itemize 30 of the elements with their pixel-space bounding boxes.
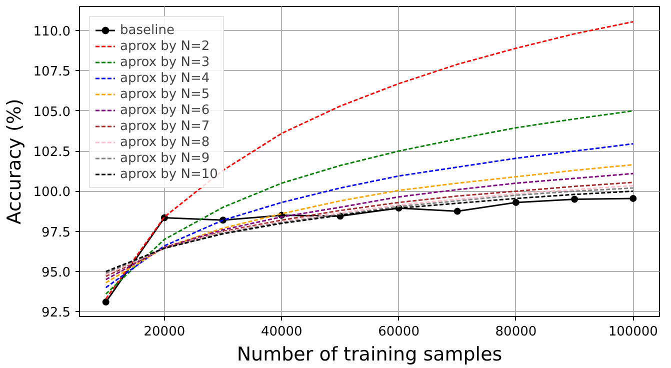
x-tick-label: 100000: [608, 324, 658, 340]
y-tick-label: 107.5: [33, 64, 70, 80]
legend-label: aprox by N=10: [120, 166, 218, 182]
y-tick-label: 102.5: [33, 145, 70, 160]
legend-label: aprox by N=4: [120, 70, 210, 86]
x-axis-title: Number of training samples: [236, 344, 502, 366]
point: [512, 198, 520, 206]
x-tick-label: 40000: [260, 324, 302, 340]
x-tick-label: 60000: [378, 324, 420, 340]
point: [630, 194, 637, 202]
point: [454, 208, 461, 215]
y-tick-label: 95.0: [42, 266, 71, 281]
y-tick-label: 100.0: [33, 185, 70, 200]
point: [102, 298, 110, 306]
legend-label: aprox by N=9: [120, 150, 210, 166]
legend-label: aprox by N=5: [120, 86, 210, 102]
y-axis-title: Accuracy (%): [3, 98, 26, 224]
x-tick-label: 20000: [144, 324, 186, 340]
y-tick-label: 105.0: [33, 104, 70, 120]
x-tick-label: 80000: [495, 324, 537, 340]
y-tick-label: 97.5: [42, 225, 71, 240]
legend-label: aprox by N=6: [120, 102, 210, 118]
legend-label: aprox by N=3: [120, 54, 210, 70]
legend-label: aprox by N=7: [120, 118, 210, 134]
y-tick-label: 110.0: [33, 24, 70, 40]
y-tick-label: 92.5: [42, 306, 71, 321]
legend-label: aprox by N=8: [120, 134, 210, 150]
point: [571, 196, 578, 203]
legend-label: baseline: [120, 22, 174, 38]
legend-label: aprox by N=2: [120, 38, 210, 54]
